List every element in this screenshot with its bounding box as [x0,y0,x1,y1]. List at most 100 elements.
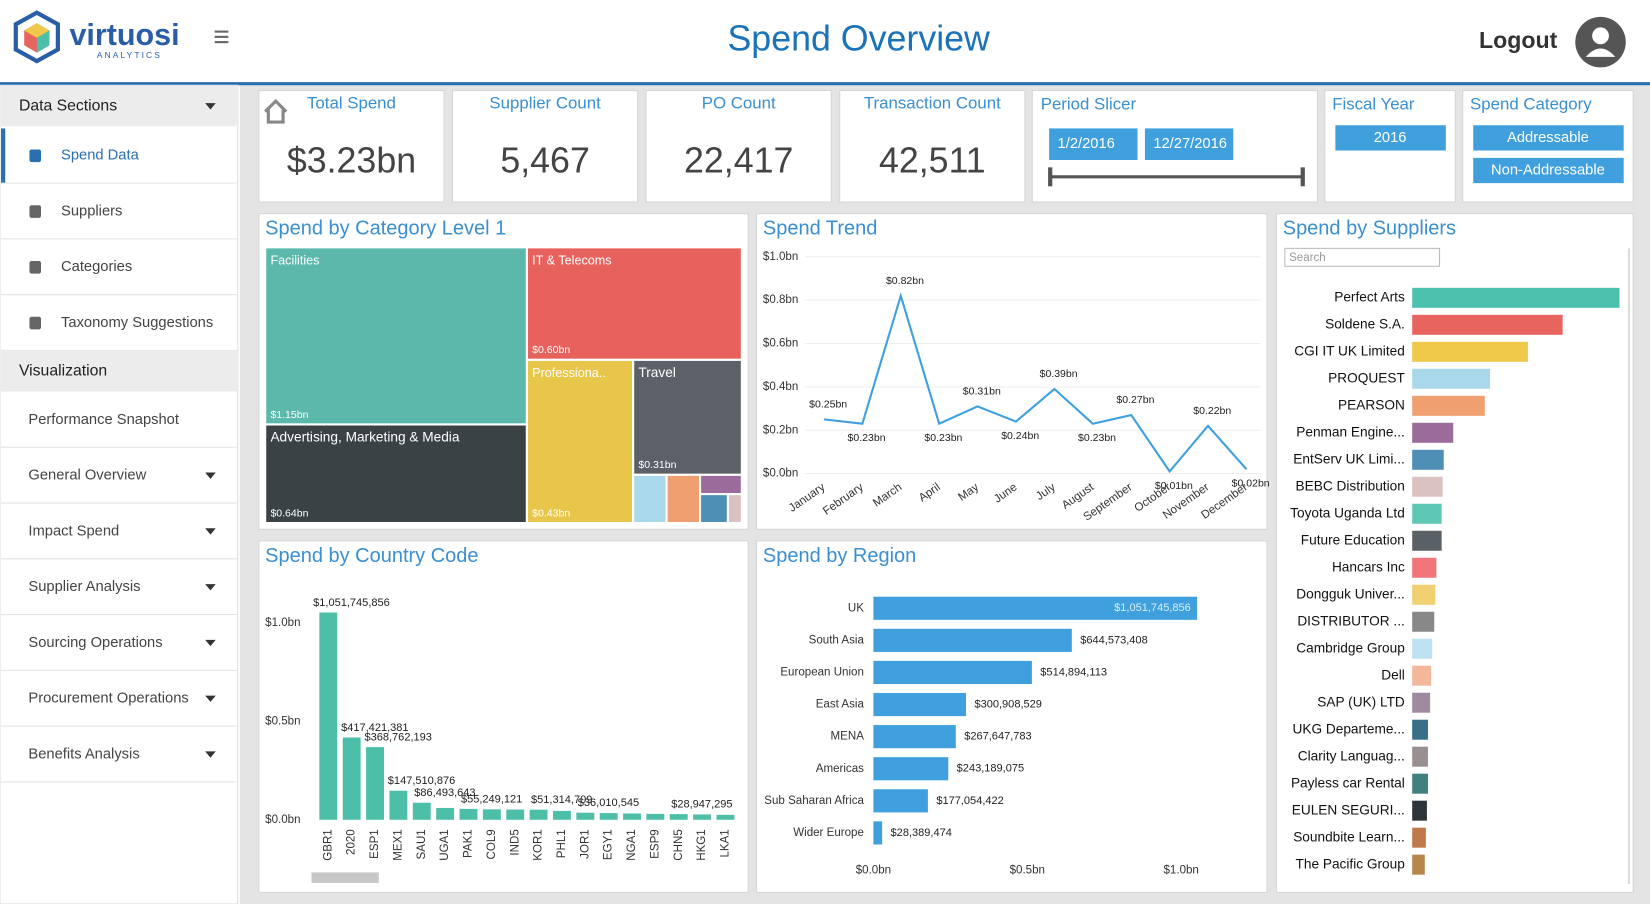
menu-button[interactable] [214,30,229,44]
bar [1412,611,1435,632]
dropdown-arrow[interactable] [205,584,216,591]
data-label: $0.02bn [1232,478,1270,490]
date-box[interactable] [1049,128,1138,160]
data-label: $1,051,745,856 [1114,602,1191,614]
kpi-label: Supplier Count [489,94,601,113]
data-label: $0.23bn [1078,432,1116,444]
x-tick-label: GBR1 [322,829,334,861]
menu-item[interactable]: General Overview [28,468,146,484]
bar [1412,557,1437,578]
y-tick-label: Payless car Rental [1291,775,1405,790]
date-box[interactable] [1144,128,1234,160]
bar [1412,584,1436,605]
y-tick-label: $0.0bn [763,468,798,480]
slider-handle[interactable] [1300,167,1305,187]
x-tick-label: COL9 [486,829,498,859]
bar [1412,530,1442,551]
y-tick-label: Wider Europe [793,827,864,839]
dropdown-arrow[interactable] [205,103,216,110]
y-tick-label: SAP (UK) LTD [1317,694,1405,709]
x-tick-label: PAK1 [463,829,475,858]
treemap-cell [665,473,702,525]
menu-item[interactable]: Spend Data [61,148,140,164]
x-tick-label: KOR1 [533,829,545,861]
data-label: $644,573,408 [1080,634,1147,646]
menu-item[interactable]: Benefits Analysis [28,746,139,762]
menu-item[interactable]: Suppliers [61,203,122,219]
data-label: $0.23bn [924,432,962,444]
dropdown-arrow[interactable] [205,695,216,702]
data-label: $177,054,422 [936,795,1003,807]
menu-item[interactable]: Procurement Operations [28,691,188,707]
active-indicator [1,128,6,184]
y-tick-label: European Union [780,667,864,679]
x-tick-label: HKG1 [696,829,708,861]
dropdown-arrow[interactable] [205,528,216,535]
avatar[interactable] [1575,16,1626,68]
bar [1412,449,1444,470]
bar [1412,827,1426,848]
menu-item[interactable]: Sourcing Operations [28,635,162,651]
bar [669,814,688,820]
data-label: $0.24bn [1001,430,1039,442]
y-tick-label: Toyota Uganda Ltd [1290,505,1405,520]
data-label: $0.01bn [1155,480,1193,492]
dropdown-arrow[interactable] [205,472,216,479]
bar [1412,773,1428,794]
section-title: Visualization [19,363,107,380]
slider-handle[interactable] [1048,167,1053,187]
bar [366,747,384,820]
option-label: Addressable [1507,130,1589,146]
slicer-title: Period Slicer [1041,95,1137,114]
bar [1412,854,1425,875]
bar [1412,287,1620,308]
dropdown-arrow[interactable] [205,751,216,758]
y-tick-label: South Asia [809,634,865,646]
treemap-cell [525,358,635,525]
bar [873,596,1198,620]
data-label: $417,421,381 [341,722,408,734]
option-button[interactable] [1335,125,1446,151]
y-tick-label: $0.0bn [265,814,300,826]
menu-item[interactable]: Impact Spend [28,523,119,539]
data-label: $514,894,113 [1040,666,1107,678]
logout-button[interactable]: Logout [1479,27,1558,53]
x-tick-label: UGA1 [439,829,451,861]
treemap-value: $0.43bn [532,507,570,519]
kpi-label: Transaction Count [864,94,1001,113]
bar [599,813,618,820]
menu-item[interactable]: Taxonomy Suggestions [61,315,213,331]
menu-item[interactable]: Categories [61,259,132,275]
bar [342,737,361,820]
bar [1412,314,1563,335]
bar [873,789,928,813]
y-tick-label: $1.0bn [763,251,798,263]
data-label: $0.27bn [1116,394,1154,406]
search-placeholder: Search [1289,252,1326,264]
y-tick-label: $1.0bn [265,617,300,629]
treemap-value: $0.64bn [270,507,308,519]
dropdown-arrow[interactable] [205,639,216,647]
search-box[interactable] [1284,247,1441,267]
treemap-value: $1.15bn [270,409,308,421]
bar [552,810,571,820]
y-tick-label: EULEN SEGURI... [1292,802,1405,817]
data-label: $0.39bn [1040,368,1078,380]
scrollbar[interactable] [311,872,379,883]
card [258,540,749,893]
section-title: Data Sections [19,97,117,114]
card [756,213,1268,530]
treemap-cell [699,493,729,525]
y-tick-label: Americas [816,763,864,775]
treemap-cell [726,493,743,525]
slicer-title: Spend Category [1470,95,1592,114]
bar [873,628,1072,652]
option-button[interactable] [1473,125,1624,151]
data-label: $0.31bn [963,385,1001,397]
menu-item[interactable]: Performance Snapshot [28,412,179,428]
menu-item[interactable]: Supplier Analysis [28,579,140,595]
option-button[interactable] [1473,157,1624,184]
bar [576,812,595,820]
data-label: $28,389,474 [891,827,952,839]
